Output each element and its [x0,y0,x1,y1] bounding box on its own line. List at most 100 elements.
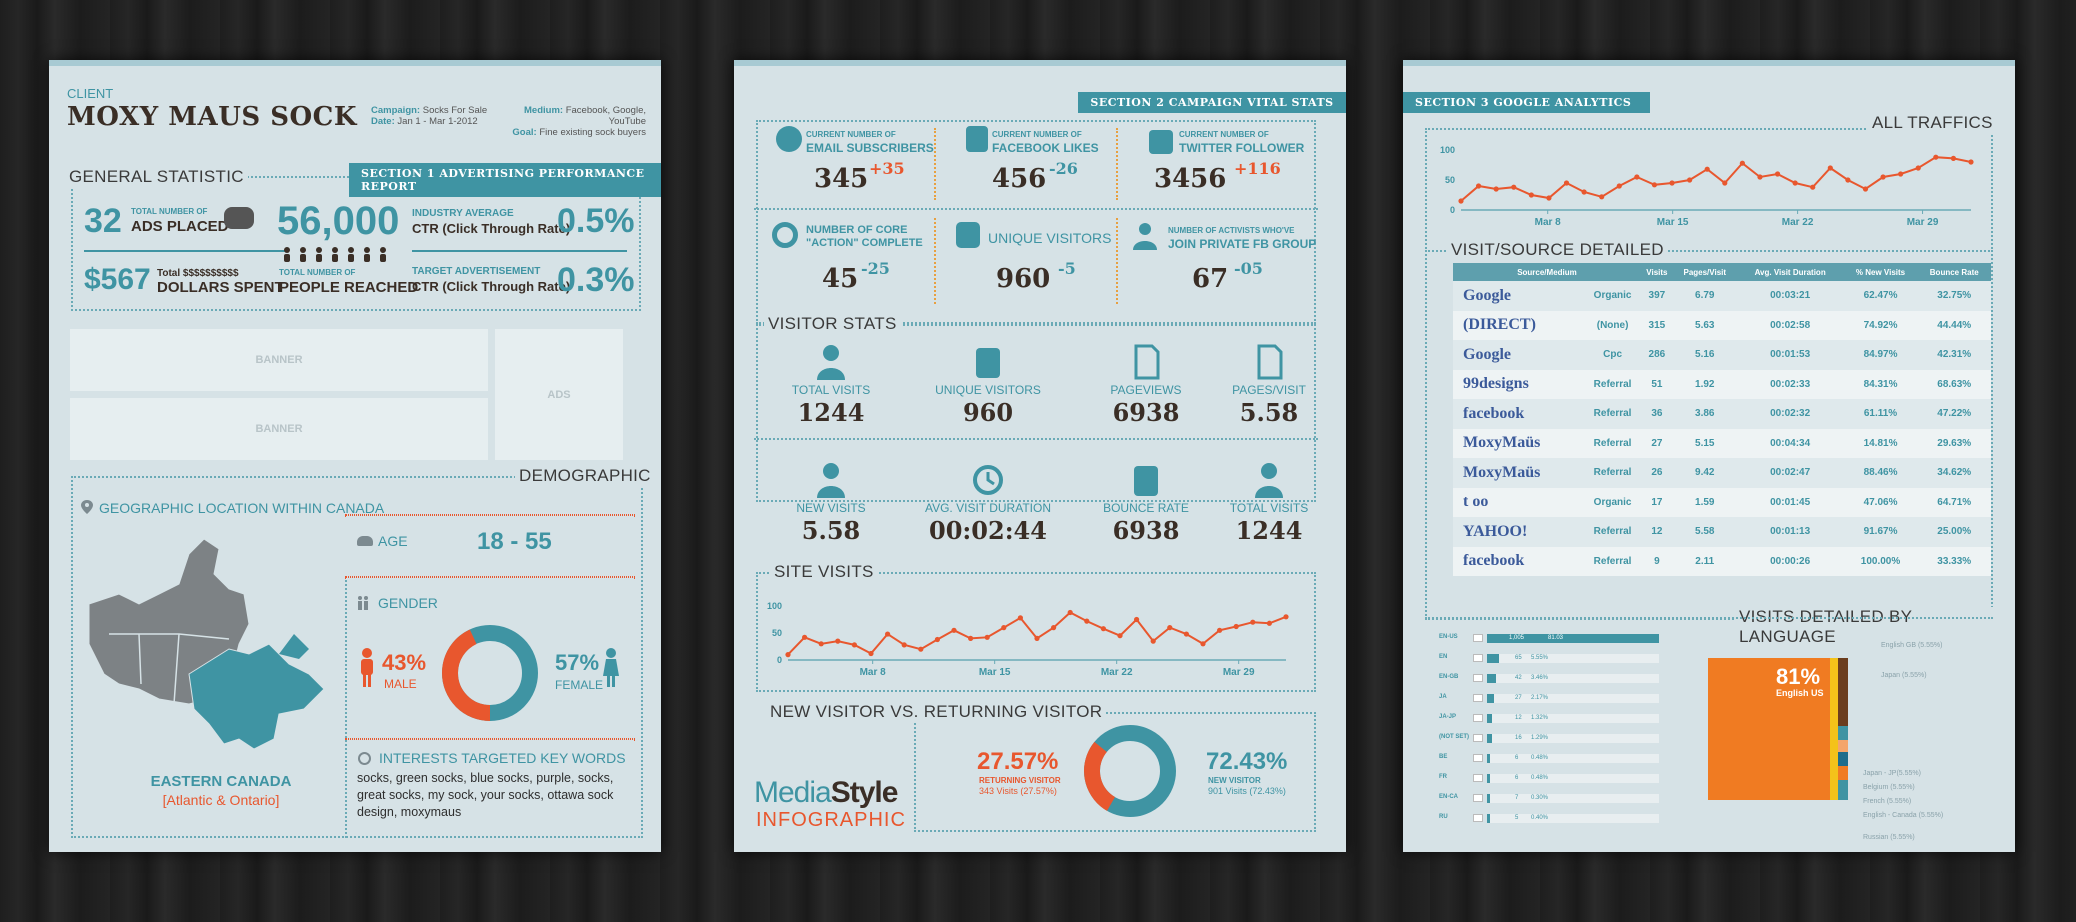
divider [754,208,1318,210]
thumbs-up-icon [966,126,988,152]
page-icon [1130,344,1162,380]
treemap-block [1838,740,1848,752]
table-cell-medium: Referral [1584,399,1641,429]
table-cell-dur: 00:02:58 [1736,310,1844,340]
divider [412,250,627,252]
spent-number: $567 [84,263,151,296]
series-line [1460,156,1972,202]
y-tick-label: 100 [1440,145,1455,155]
data-point [1757,174,1763,180]
table-cell-dur: 00:01:53 [1736,340,1844,370]
visit-source-table: Source/Medium Visits Pages/Visit Avg. Visit… [1453,263,1991,576]
data-point [835,638,841,644]
treemap-legend-item: Belgium (5.55%) [1863,784,1915,791]
email-label: EMAIL SUBSCRIBERS [806,141,934,155]
language-visits: 16 [1515,735,1522,741]
table-cell-new: 91.67% [1843,517,1918,547]
data-point [1669,180,1675,186]
table-row[interactable]: Google Cpc 286 5.16 00:01:53 84.97% 42.31% [1453,340,1991,370]
language-code: RU [1439,814,1448,820]
language-bar-track [1487,714,1659,723]
table-row[interactable]: t oo Organic 17 1.59 00:01:45 47.06% 64.71% [1453,487,1991,517]
table-cell-visits: 27 [1640,428,1673,458]
language-bar [1487,774,1490,783]
treemap-main-block [1708,658,1830,800]
table-cell-new: 100.00% [1843,546,1918,576]
table-cell-source: YAHOO! [1453,517,1585,547]
treemap-block [1838,766,1848,780]
data-point [1200,641,1206,647]
visitor-stat-value: 6938 [1112,516,1180,545]
interests-text: socks, green socks, blue socks, purple, … [357,771,614,819]
data-point [1845,177,1851,183]
language-visits: 65 [1515,655,1522,661]
language-visits: 5 [1515,815,1519,821]
clock-icon [972,462,1004,498]
language-bar [1487,694,1494,703]
treemap-legend-item: English GB (5.55%) [1881,642,1943,649]
visitor-stats-title: VISITOR STATS [764,314,901,334]
ads-placeholder[interactable]: ADS [495,329,623,460]
data-point [1117,633,1123,639]
language-bar [1487,714,1492,723]
fbg-label: JOIN PRIVATE FB GROUP [1168,237,1317,251]
data-point [1563,180,1570,186]
table-cell-source: 99designs [1453,369,1585,399]
data-point [1067,609,1073,616]
table-cell-dur: 00:04:34 [1736,428,1844,458]
banner-placeholder-1[interactable]: BANNER [70,329,488,391]
data-point [1051,625,1057,631]
table-cell-ppv: 2.11 [1672,546,1737,576]
returning-sub: 343 Visits (27.57%) [979,786,1057,796]
data-point [1687,177,1693,183]
section1-ribbon: SECTION 1 ADVERTISING PERFORMANCE REPORT [349,163,661,197]
table-cell-source: t oo [1453,487,1585,517]
language-bar-track [1487,694,1659,703]
data-point [1511,184,1517,190]
table-cell-bounce: 64.71% [1917,487,1991,517]
banner-placeholder-2[interactable]: BANNER [70,398,488,460]
data-point [1898,171,1904,177]
email-value: 345 [814,164,869,194]
treemap-legend-item: Japan (5.55%) [1881,672,1927,679]
ads-label: ADS PLACED [131,218,229,235]
data-point [1150,638,1156,644]
y-tick-label: 50 [772,628,782,638]
returning-label: RETURNING VISITOR [979,776,1061,785]
flag-icon [1473,634,1483,642]
male-donut-segment [442,625,538,721]
x-tick-label: Mar 15 [979,667,1011,678]
table-row[interactable]: facebook Referral 9 2.11 00:00:26 100.00% 33.3… [1453,546,1991,576]
table-cell-bounce: 33.33% [1917,546,1991,576]
ctr-target-small: TARGET ADVERTISEMENT [412,266,541,277]
table-cell-bounce: 44.44% [1917,310,1991,340]
email-icon [776,126,802,152]
data-point [1774,171,1781,177]
table-row[interactable]: (DIRECT) (None) 315 5.63 00:02:58 74.92% 44.44… [1453,310,1991,340]
treemap-block [1838,780,1848,800]
data-point [968,635,974,641]
general-statistic-title: GENERAL STATISTIC [65,167,248,187]
table-row[interactable]: 99designs Referral 51 1.92 00:02:33 84.31% 68.… [1453,369,1991,399]
spent-small-label: Total $$$$$$$$$$ [157,268,239,279]
table-row[interactable]: MoxyMaüs Referral 26 9.42 00:02:47 88.46% 34.6… [1453,458,1991,488]
data-point [1599,194,1605,200]
table-row[interactable]: MoxyMaüs Referral 27 5.15 00:04:34 14.81% 29.6… [1453,428,1991,458]
visitor-stat-value: 00:02:44 [929,516,1047,545]
table-cell-medium: Referral [1584,458,1641,488]
table-cell-new: 84.97% [1843,340,1918,370]
core-label: NUMBER OF CORE "ACTION" COMPLETE [806,224,923,249]
client-name: MOXY MAUS SOCK [67,102,357,132]
table-header-cell: Avg. Visit Duration [1736,263,1844,281]
table-row[interactable]: YAHOO! Referral 12 5.58 00:01:13 91.67% 25.00% [1453,517,1991,547]
data-point [1810,184,1816,190]
table-row[interactable]: facebook Referral 36 3.86 00:02:32 61.11% 47.2… [1453,399,1991,429]
new-sub: 901 Visits (72.43%) [1208,786,1286,796]
language-visits: 7 [1515,795,1519,801]
campaign-info: Campaign: Socks For Sale Date: Jan 1 - M… [371,105,488,127]
ctr-avg-small: INDUSTRY AVERAGE [412,208,514,219]
divider [345,738,635,740]
table-row[interactable]: Google Organic 397 6.79 00:03:21 62.47% 32.75% [1453,281,1991,311]
visitor-stat-label: PAGES/VISIT [1232,383,1306,397]
language-bar-track [1487,674,1659,683]
